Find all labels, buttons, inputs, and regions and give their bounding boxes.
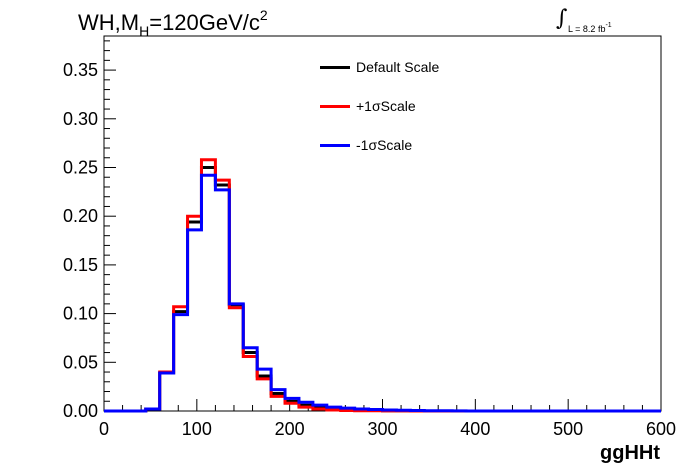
x-tick-label: 0 [99, 419, 109, 439]
x-axis-ticks: 0 100 200 300 400 500 600 [99, 399, 676, 439]
legend-entry-default: Default Scale [320, 59, 439, 75]
legend-entry-plus: +1σScale [320, 98, 416, 114]
legend-swatch-minus [320, 143, 350, 147]
legend-swatch-default [320, 65, 350, 69]
y-tick-label: 0.15 [63, 255, 98, 275]
legend-entry-minus: -1σScale [320, 137, 412, 153]
y-tick-label: 0.10 [63, 304, 98, 324]
x-tick-label: 200 [275, 419, 305, 439]
chart-title: WH,MH=120GeV/c2 [78, 7, 268, 39]
y-tick-label: 0.35 [63, 60, 98, 80]
x-tick-label: 600 [646, 419, 676, 439]
x-tick-label: 100 [182, 419, 212, 439]
x-tick-label: 400 [460, 419, 490, 439]
legend-swatch-plus [320, 104, 350, 108]
integral-symbol: ∫ [556, 6, 568, 31]
y-tick-label: 0.30 [63, 109, 98, 129]
x-tick-label: 500 [553, 419, 583, 439]
x-axis-label: ggHHt [600, 442, 660, 464]
histogram-series [104, 158, 661, 413]
y-tick-label: 0.20 [63, 206, 98, 226]
series-line-2 [104, 173, 661, 413]
y-axis-ticks: 0.00 0.05 0.10 0.15 0.20 0.25 0.30 0.35 [63, 40, 116, 421]
y-tick-label: 0.25 [63, 157, 98, 177]
x-tick-label: 300 [367, 419, 397, 439]
y-tick-label: 0.00 [63, 401, 98, 421]
y-tick-label: 0.05 [63, 352, 98, 372]
